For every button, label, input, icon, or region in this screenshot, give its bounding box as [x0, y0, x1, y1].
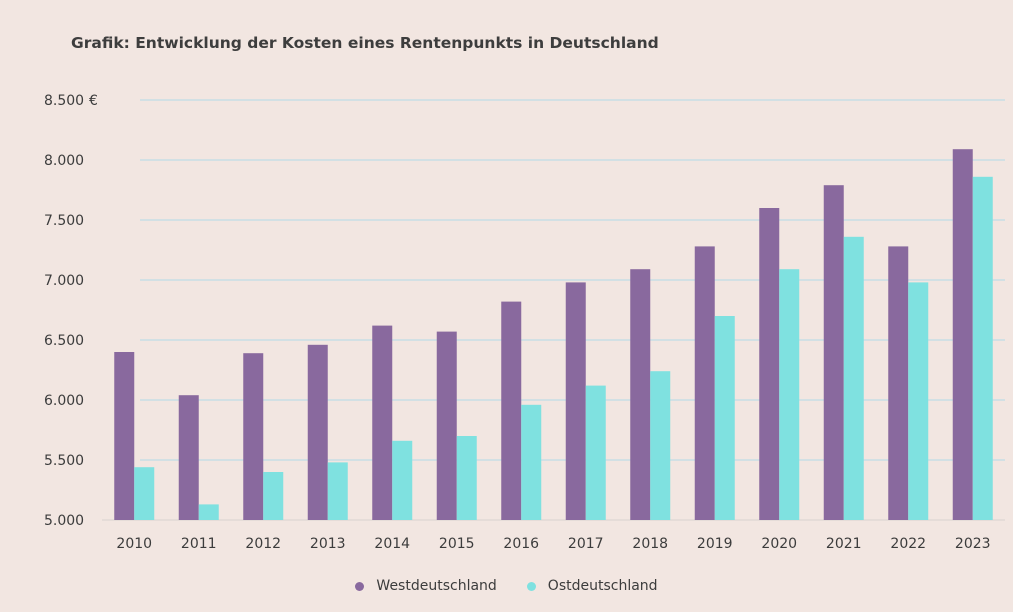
x-tick-label: 2013 [310, 536, 346, 552]
bars [114, 149, 993, 521]
bar-west-2019 [694, 246, 715, 520]
legend: Westdeutschland Ostdeutschland [0, 578, 1013, 594]
bar-west-2012 [243, 353, 264, 520]
bar-ost-2016 [521, 404, 542, 520]
bar-west-2013 [307, 344, 328, 520]
x-tick-label: 2015 [439, 536, 475, 552]
y-unit-label: € [89, 93, 98, 109]
bar-ost-2018 [650, 371, 671, 520]
bar-ost-2021 [843, 236, 864, 521]
bar-ost-2017 [585, 385, 606, 520]
bar-west-2010 [114, 352, 135, 520]
legend-item-ost[interactable]: Ostdeutschland [526, 578, 658, 594]
bar-ost-2015 [456, 436, 477, 520]
x-tick-label: 2016 [503, 536, 539, 552]
y-tick-label: 8.500 [44, 93, 84, 109]
bar-west-2017 [565, 282, 586, 520]
bar-west-2023 [952, 149, 973, 520]
y-tick-label: 8.000 [44, 153, 84, 169]
bar-ost-2014 [392, 440, 413, 520]
x-tick-label: 2021 [826, 536, 862, 552]
legend-label-west: Westdeutschland [376, 578, 497, 594]
x-tick-label: 2023 [955, 536, 991, 552]
x-tick-label: 2012 [245, 536, 281, 552]
bar-west-2015 [436, 331, 457, 520]
x-axis: 2010 2011 2012 2013 2014 2015 2016 2017 2018 2019… [116, 536, 990, 552]
x-tick-label: 2017 [568, 536, 604, 552]
bar-ost-2013 [327, 462, 348, 520]
bar-ost-2020 [779, 269, 800, 520]
bar-west-2011 [178, 395, 199, 520]
bar-west-2020 [759, 208, 780, 520]
x-tick-label: 2019 [697, 536, 733, 552]
legend-swatch-west [355, 581, 365, 591]
legend-swatch-ost [526, 581, 536, 591]
bar-ost-2019 [714, 316, 735, 520]
bar-west-2016 [501, 301, 522, 520]
x-tick-label: 2018 [632, 536, 668, 552]
bar-west-2014 [372, 325, 393, 520]
x-tick-label: 2010 [116, 536, 152, 552]
y-axis: 5.000 5.500 6.000 6.500 7.000 7.500 8.000 8.500… [44, 93, 98, 529]
y-tick-label: 6.500 [44, 333, 84, 349]
x-tick-label: 2022 [890, 536, 926, 552]
y-tick-label: 6.000 [44, 393, 84, 409]
legend-item-west[interactable]: Westdeutschland [355, 578, 497, 594]
x-tick-label: 2014 [374, 536, 410, 552]
bar-west-2018 [630, 269, 651, 520]
bar-ost-2010 [134, 467, 155, 520]
x-tick-label: 2011 [181, 536, 217, 552]
y-tick-label: 5.500 [44, 453, 84, 469]
bar-ost-2023 [972, 176, 993, 521]
gridlines [102, 99, 1005, 521]
bar-west-2022 [888, 246, 909, 520]
chart-title: Grafik: Entwicklung der Kosten eines Ren… [71, 34, 659, 52]
x-tick-label: 2020 [761, 536, 797, 552]
bar-ost-2011 [198, 504, 219, 520]
bar-ost-2012 [263, 472, 284, 520]
y-tick-label: 5.000 [44, 513, 84, 529]
bar-west-2021 [823, 185, 844, 520]
y-tick-label: 7.500 [44, 213, 84, 229]
bar-ost-2022 [908, 282, 929, 520]
y-tick-label: 7.000 [44, 273, 84, 289]
legend-label-ost: Ostdeutschland [547, 578, 658, 594]
